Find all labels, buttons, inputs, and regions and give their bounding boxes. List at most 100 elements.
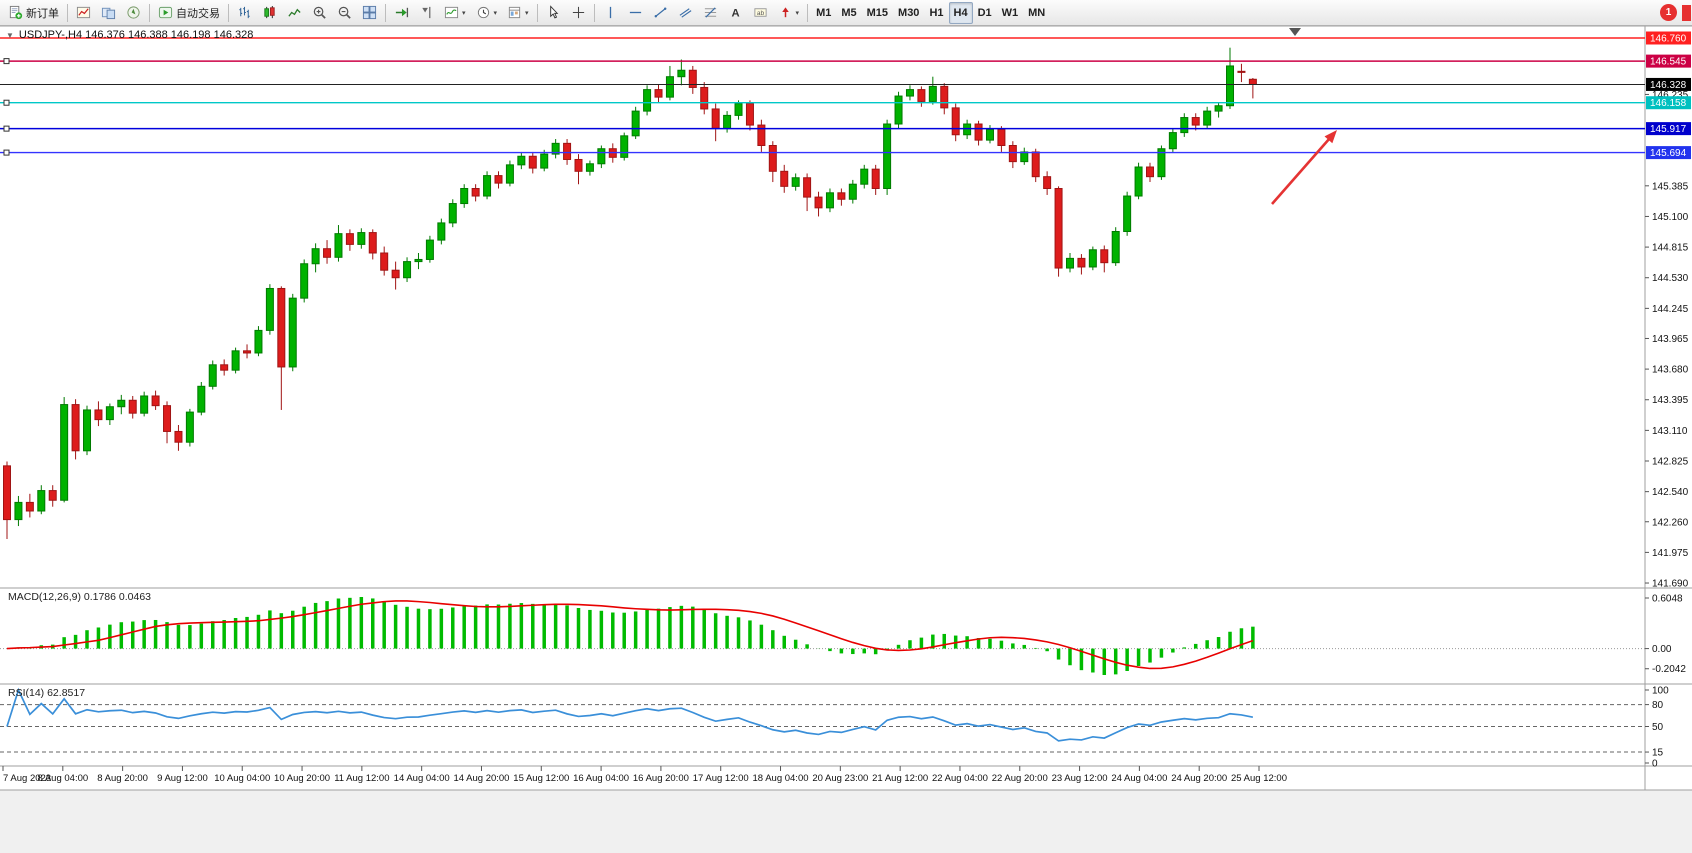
svg-text:24 Aug 04:00: 24 Aug 04:00 — [1111, 773, 1167, 784]
dropdown-arrow: ▾ — [525, 9, 529, 17]
new-order-button[interactable]: 新订单 — [3, 2, 64, 24]
channel-button[interactable] — [673, 2, 698, 24]
vertical-line-icon — [609, 6, 611, 19]
line-handle[interactable] — [3, 125, 10, 132]
symbol-ohlc-text: USDJPY-,H4 146.376 146.388 146.198 146.3… — [18, 29, 254, 41]
new-order-icon — [9, 5, 23, 20]
fibonacci-button[interactable] — [698, 2, 723, 24]
timeframe-mn-button[interactable]: MN — [1023, 2, 1050, 24]
horizontal-line-button[interactable] — [623, 2, 648, 24]
auto-scroll-icon — [395, 7, 409, 18]
auto-trading-button[interactable]: 自动交易 — [153, 2, 225, 24]
indicators-button[interactable]: ▾ — [439, 2, 471, 24]
profiles-button[interactable] — [96, 2, 121, 24]
trendline-button[interactable] — [648, 2, 673, 24]
one-click-trading-toggle[interactable]: ▼ — [6, 30, 14, 40]
chart-shift-marker[interactable] — [1289, 28, 1301, 36]
candlestick-chart-button[interactable] — [257, 2, 282, 24]
timeframe-m30-button[interactable]: M30 — [893, 2, 924, 24]
svg-text:22 Aug 04:00: 22 Aug 04:00 — [932, 773, 988, 784]
svg-text:143.110: 143.110 — [1652, 426, 1688, 437]
chart-shift-button[interactable] — [414, 2, 439, 24]
svg-text:0.00: 0.00 — [1652, 644, 1672, 655]
rsi-line — [6, 687, 1254, 742]
hlines-layer[interactable] — [0, 37, 1645, 156]
tile-windows-icon — [362, 5, 377, 20]
line-handle[interactable] — [3, 149, 10, 156]
svg-text:8 Aug 04:00: 8 Aug 04:00 — [37, 773, 88, 784]
toolbar-separator — [67, 3, 68, 22]
timeframe-d1-button[interactable]: D1 — [973, 2, 997, 24]
text-button[interactable]: A — [723, 2, 748, 24]
price-badge — [1646, 146, 1691, 160]
zoom-in-icon — [313, 6, 326, 19]
new-chart-icon — [76, 6, 91, 19]
zoom-in-button[interactable] — [307, 2, 332, 24]
svg-text:17 Aug 12:00: 17 Aug 12:00 — [693, 773, 749, 784]
toolbar-separator — [593, 3, 595, 22]
price-badge — [1646, 54, 1691, 68]
zoom-out-icon — [338, 6, 351, 19]
svg-text:8 Aug 20:00: 8 Aug 20:00 — [97, 773, 148, 784]
timeframe-w1-button[interactable]: W1 — [997, 2, 1024, 24]
rsi-layer: 100 80 50 150 — [0, 686, 1669, 770]
auto-scroll-button[interactable] — [389, 2, 414, 24]
templates-button[interactable]: ▾ — [502, 2, 534, 24]
svg-text:15: 15 — [1652, 748, 1664, 759]
navigator-button[interactable] — [121, 2, 146, 24]
svg-text:144.815: 144.815 — [1652, 243, 1689, 254]
crosshair-button[interactable] — [566, 2, 591, 24]
line-chart-button[interactable] — [282, 2, 307, 24]
svg-text:25 Aug 12:00: 25 Aug 12:00 — [1231, 773, 1287, 784]
timeframe-m1-button[interactable]: M1 — [811, 2, 836, 24]
new-chart-button[interactable] — [71, 2, 96, 24]
price-badge — [1646, 96, 1691, 110]
price-axis[interactable]: 146.235 145.385 145.100 144.815 144.530 144.2… — [1645, 31, 1691, 590]
cursor-button[interactable] — [541, 2, 566, 24]
auto-trading-icon — [158, 6, 173, 19]
bar-chart-button[interactable] — [232, 2, 257, 24]
zoom-out-button[interactable] — [332, 2, 357, 24]
macd-indicator-label: MACD(12,26,9) 0.1786 0.0463 — [8, 591, 152, 603]
clock-icon — [477, 6, 489, 19]
crosshair-icon — [572, 6, 584, 19]
svg-text:24 Aug 20:00: 24 Aug 20:00 — [1171, 773, 1227, 784]
svg-text:14 Aug 20:00: 14 Aug 20:00 — [453, 773, 509, 784]
svg-text:-0.2042: -0.2042 — [1652, 664, 1686, 675]
svg-text:145.100: 145.100 — [1652, 212, 1689, 223]
timeframe-h1-button[interactable]: H1 — [924, 2, 948, 24]
channel-icon — [679, 8, 691, 18]
arrow-annotation[interactable] — [1271, 130, 1337, 205]
timeframe-h4-button[interactable]: H4 — [948, 1, 973, 24]
vertical-line-button[interactable] — [598, 2, 623, 24]
svg-text:14 Aug 04:00: 14 Aug 04:00 — [394, 773, 450, 784]
line-handle[interactable] — [3, 99, 10, 106]
svg-text:142.540: 142.540 — [1652, 487, 1689, 498]
svg-text:141.975: 141.975 — [1652, 548, 1689, 559]
dropdown-arrow: ▾ — [493, 9, 498, 17]
svg-text:22 Aug 20:00: 22 Aug 20:00 — [992, 773, 1048, 784]
price-badge — [1646, 31, 1691, 45]
svg-text:142.825: 142.825 — [1652, 457, 1689, 468]
main-toolbar: 新订单 自动交易 ▾ ▾ ▾ A ab ▾ M1 M5 M15 M30 H1 H… — [0, 0, 1692, 26]
timeframe-m15-button[interactable]: M15 — [862, 2, 893, 24]
cursor-icon — [549, 5, 558, 19]
svg-text:145.917: 145.917 — [1650, 124, 1687, 135]
svg-text:145.694: 145.694 — [1650, 148, 1687, 159]
candlestick-icon — [264, 5, 275, 19]
arrow-symbol-icon — [781, 7, 789, 18]
toolbar-separator — [228, 3, 229, 22]
svg-text:143.680: 143.680 — [1652, 365, 1689, 376]
svg-text:146.235: 146.235 — [1652, 90, 1689, 101]
svg-text:0.6048: 0.6048 — [1652, 594, 1683, 605]
svg-text:146.760: 146.760 — [1650, 34, 1687, 45]
arrows-button[interactable]: ▾ — [773, 2, 805, 24]
tile-windows-button[interactable] — [357, 2, 382, 24]
line-handle[interactable] — [3, 58, 10, 65]
timeframe-m5-button[interactable]: M5 — [836, 2, 861, 24]
notification-badge[interactable]: 1 — [1660, 4, 1677, 21]
text-label-button[interactable]: ab — [748, 2, 773, 24]
periods-button[interactable]: ▾ — [471, 2, 503, 24]
